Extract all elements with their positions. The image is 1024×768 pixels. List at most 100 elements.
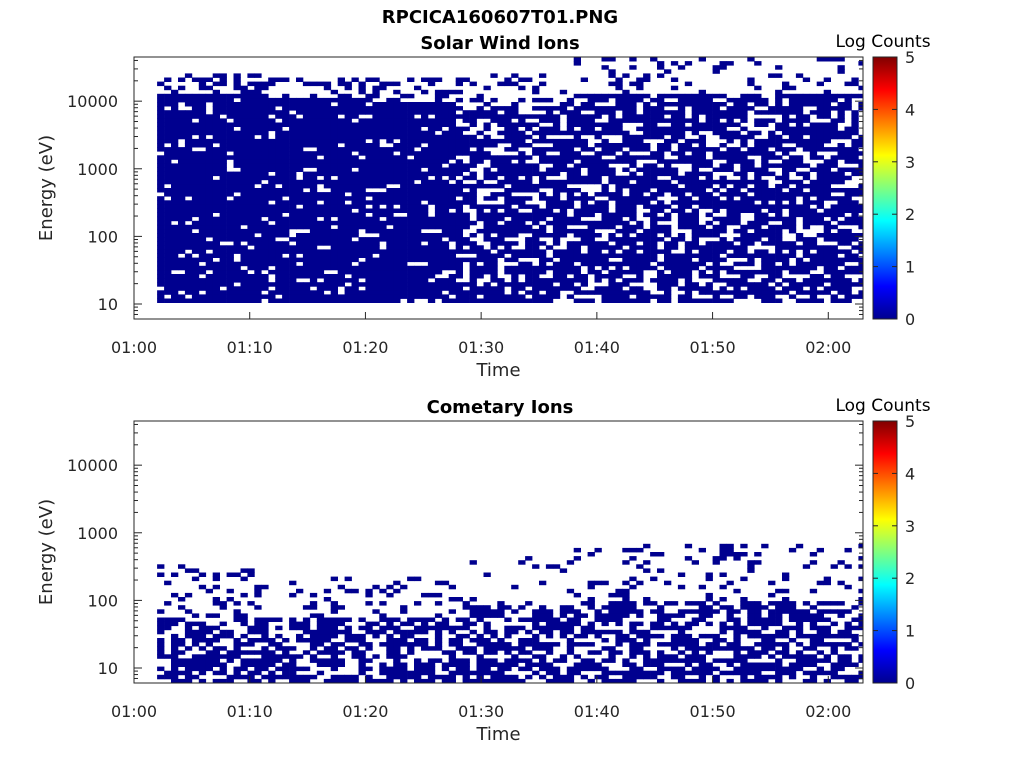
spectrogram-cell	[198, 151, 207, 156]
spectrogram-cell	[754, 93, 762, 99]
spectrogram-cell	[323, 134, 332, 140]
spectrogram-cell	[823, 188, 831, 193]
spectrogram-cell	[733, 106, 741, 111]
spectrogram-cell	[705, 196, 713, 201]
spectrogram-cell	[254, 171, 262, 177]
spectrogram-cell	[421, 114, 429, 119]
spectrogram-cell	[768, 134, 776, 140]
spectrogram-cell	[400, 670, 408, 676]
spectrogram-cell	[178, 167, 186, 172]
spectrogram-cell	[316, 261, 325, 267]
spectrogram-cell	[545, 220, 554, 226]
spectrogram-cell	[240, 290, 248, 295]
spectrogram-cell	[733, 253, 741, 258]
spectrogram-cell	[691, 159, 699, 164]
spectrogram-cell	[719, 298, 727, 303]
spectrogram-cell	[566, 171, 575, 177]
spectrogram-cell	[205, 638, 213, 643]
spectrogram-cell	[330, 151, 338, 156]
spectrogram-cell	[205, 151, 213, 156]
spectrogram-cell	[344, 126, 352, 132]
spectrogram-cell	[636, 93, 644, 99]
spectrogram-cell	[434, 249, 443, 254]
spectrogram-cell	[677, 257, 686, 263]
spectrogram-cell	[476, 286, 484, 291]
spectrogram-cell	[219, 77, 227, 82]
spectrogram-cell	[761, 241, 769, 246]
spectrogram-cell	[490, 171, 498, 177]
spectrogram-cell	[393, 228, 401, 234]
spectrogram-cell	[518, 617, 526, 622]
spectrogram-cell	[379, 163, 387, 168]
spectrogram-cell	[657, 278, 665, 283]
spectrogram-cell	[851, 257, 859, 263]
spectrogram-cell	[184, 134, 193, 140]
spectrogram-cell	[726, 167, 734, 172]
spectrogram-cell	[657, 118, 665, 123]
spectrogram-cell	[441, 155, 450, 160]
spectrogram-cell	[337, 621, 345, 627]
spectrogram-cell	[809, 241, 818, 246]
spectrogram-cell	[434, 237, 443, 242]
spectrogram-cell	[372, 118, 380, 123]
spectrogram-cell	[212, 216, 220, 222]
spectrogram-cell	[372, 183, 380, 189]
spectrogram-cell	[483, 212, 491, 218]
spectrogram-cell	[198, 282, 207, 287]
spectrogram-cell	[643, 265, 651, 271]
spectrogram-cell	[427, 617, 436, 622]
spectrogram-cell	[483, 265, 491, 271]
spectrogram-cell	[858, 61, 864, 66]
spectrogram-cell	[407, 118, 415, 123]
spectrogram-cell	[316, 629, 325, 635]
spectrogram-cell	[684, 249, 693, 254]
spectrogram-cell	[670, 77, 679, 82]
spectrogram-cell	[643, 179, 651, 185]
spectrogram-cell	[768, 269, 776, 275]
spectrogram-cell	[372, 294, 380, 299]
spectrogram-cell	[184, 110, 193, 115]
spectrogram-cell	[316, 658, 325, 663]
spectrogram-cell	[372, 621, 380, 627]
spectrogram-cell	[379, 134, 387, 140]
spectrogram-cell	[559, 274, 568, 279]
spectrogram-cell	[309, 159, 318, 164]
spectrogram-cell	[795, 257, 804, 263]
spectrogram-cell	[309, 592, 318, 598]
spectrogram-cell	[337, 167, 345, 172]
spectrogram-cell	[372, 245, 380, 250]
spectrogram-cell	[268, 151, 276, 156]
spectrogram-cell	[650, 106, 658, 111]
spectrogram-cell	[309, 613, 318, 618]
spectrogram-cell	[233, 77, 241, 82]
spectrogram-cell	[212, 73, 220, 78]
spectrogram-cell	[504, 159, 512, 164]
spectrogram-cell	[497, 212, 505, 218]
spectrogram-cell	[664, 257, 672, 263]
spectrogram-cell	[434, 93, 443, 99]
spectrogram-cell	[511, 114, 519, 119]
spectrogram-cell	[344, 204, 352, 209]
spectrogram-cell	[587, 269, 595, 275]
spectrogram-cell	[733, 130, 741, 136]
spectrogram-cell	[427, 294, 436, 299]
spectrogram-cell	[164, 278, 172, 283]
spectrogram-cell	[233, 93, 241, 99]
spectrogram-cell	[421, 147, 429, 152]
spectrogram-cell	[643, 204, 651, 209]
spectrogram-cell	[733, 147, 741, 152]
spectrogram-cell	[837, 290, 845, 295]
spectrogram-cell	[677, 220, 686, 226]
spectrogram-cell	[539, 175, 547, 181]
spectrogram-cell	[740, 179, 748, 185]
spectrogram-cell	[622, 212, 630, 218]
spectrogram-cell	[761, 171, 769, 177]
spectrogram-cell	[386, 138, 394, 144]
spectrogram-cell	[302, 126, 311, 132]
spectrogram-cell	[552, 278, 561, 283]
spectrogram-cell	[816, 57, 824, 62]
spectrogram-cell	[282, 147, 290, 152]
spectrogram-cell	[469, 609, 477, 614]
spectrogram-cell	[191, 183, 200, 189]
spectrogram-cell	[601, 208, 609, 213]
